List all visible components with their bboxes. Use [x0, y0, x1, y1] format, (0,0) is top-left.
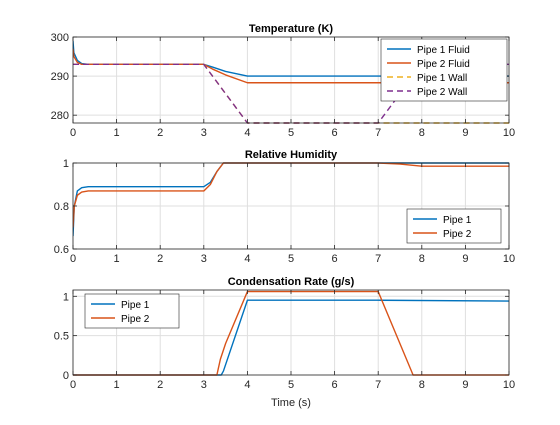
- x-tick-label: 7: [375, 253, 381, 265]
- x-tick-label: 1: [114, 379, 120, 391]
- legend-label: Pipe 2: [121, 314, 150, 325]
- x-tick-label: 6: [332, 253, 338, 265]
- legend-label: Pipe 2 Wall: [417, 87, 467, 98]
- x-tick-label: 9: [462, 379, 468, 391]
- x-tick-label: 1: [114, 253, 120, 265]
- x-tick-label: 3: [201, 253, 207, 265]
- chart-panel-2: 0 1 2 3 4 5 6 7 8 9 10 0.6 0.8 1 Relative Humidity Pipe…: [54, 149, 515, 265]
- x-tick-label: 7: [375, 127, 381, 139]
- x-tick-label: 7: [375, 379, 381, 391]
- x-tick-label: 4: [244, 379, 250, 391]
- y-tick-label: 0: [63, 370, 69, 382]
- x-tick-label: 2: [157, 253, 163, 265]
- x-tick-label: 10: [503, 379, 515, 391]
- legend: Pipe 1 Pipe 2: [84, 293, 180, 329]
- series-line-pipe-2: [73, 290, 509, 376]
- x-tick-label: 10: [503, 253, 515, 265]
- x-axis-label: Time (s): [271, 397, 311, 409]
- chart-title: Relative Humidity: [245, 149, 338, 161]
- legend-box: [406, 208, 502, 244]
- x-tick-label: 0: [70, 127, 76, 139]
- legend-label: Pipe 1 Wall: [417, 73, 467, 84]
- legend-label: Pipe 1: [443, 215, 472, 226]
- y-tick-label: 290: [51, 71, 69, 83]
- y-tick-label: 1: [63, 291, 69, 303]
- y-tick-label: 0.8: [54, 201, 69, 213]
- x-tick-label: 8: [419, 253, 425, 265]
- x-tick-label: 9: [462, 253, 468, 265]
- chart-title: Temperature (K): [249, 23, 333, 35]
- x-tick-label: 8: [419, 379, 425, 391]
- x-tick-label: 6: [332, 127, 338, 139]
- x-tick-label: 0: [70, 253, 76, 265]
- x-tick-label: 4: [244, 127, 250, 139]
- x-tick-label: 9: [462, 127, 468, 139]
- legend-label: Pipe 1: [121, 300, 150, 311]
- y-tick-label: 300: [51, 32, 69, 44]
- series-line-pipe-2: [73, 162, 509, 228]
- chart-panel-3: 0 1 2 3 4 5 6 7 8 9 10 0 0.5 1 Condensation Rate (g/s)…: [54, 276, 515, 409]
- x-tick-label: 1: [114, 127, 120, 139]
- y-tick-label: 0.5: [54, 331, 69, 343]
- x-tick-label: 8: [419, 127, 425, 139]
- legend: Pipe 1 Pipe 2: [406, 208, 502, 244]
- x-tick-label: 2: [157, 379, 163, 391]
- y-tick-label: 0.6: [54, 244, 69, 256]
- legend-label: Pipe 1 Fluid: [417, 45, 470, 56]
- x-tick-label: 6: [332, 379, 338, 391]
- legend-box: [84, 293, 180, 329]
- legend: Pipe 1 Fluid Pipe 2 Fluid Pipe 1 Wall Pipe …: [380, 38, 508, 102]
- x-tick-label: 2: [157, 127, 163, 139]
- x-tick-label: 5: [288, 253, 294, 265]
- y-tick-label: 1: [63, 158, 69, 170]
- x-tick-label: 3: [201, 127, 207, 139]
- y-tick-label: 280: [51, 110, 69, 122]
- x-tick-label: 5: [288, 127, 294, 139]
- chart-title: Condensation Rate (g/s): [228, 276, 355, 288]
- legend-label: Pipe 2: [443, 229, 472, 240]
- chart-panel-1: 0 1 2 3 4 5 6 7 8 9 10 280 290 300 Temperature (K) Pipe…: [51, 23, 515, 139]
- legend-label: Pipe 2 Fluid: [417, 59, 470, 70]
- x-tick-label: 0: [70, 379, 76, 391]
- x-tick-label: 4: [244, 253, 250, 265]
- x-tick-label: 5: [288, 379, 294, 391]
- x-tick-label: 10: [503, 127, 515, 139]
- x-tick-label: 3: [201, 379, 207, 391]
